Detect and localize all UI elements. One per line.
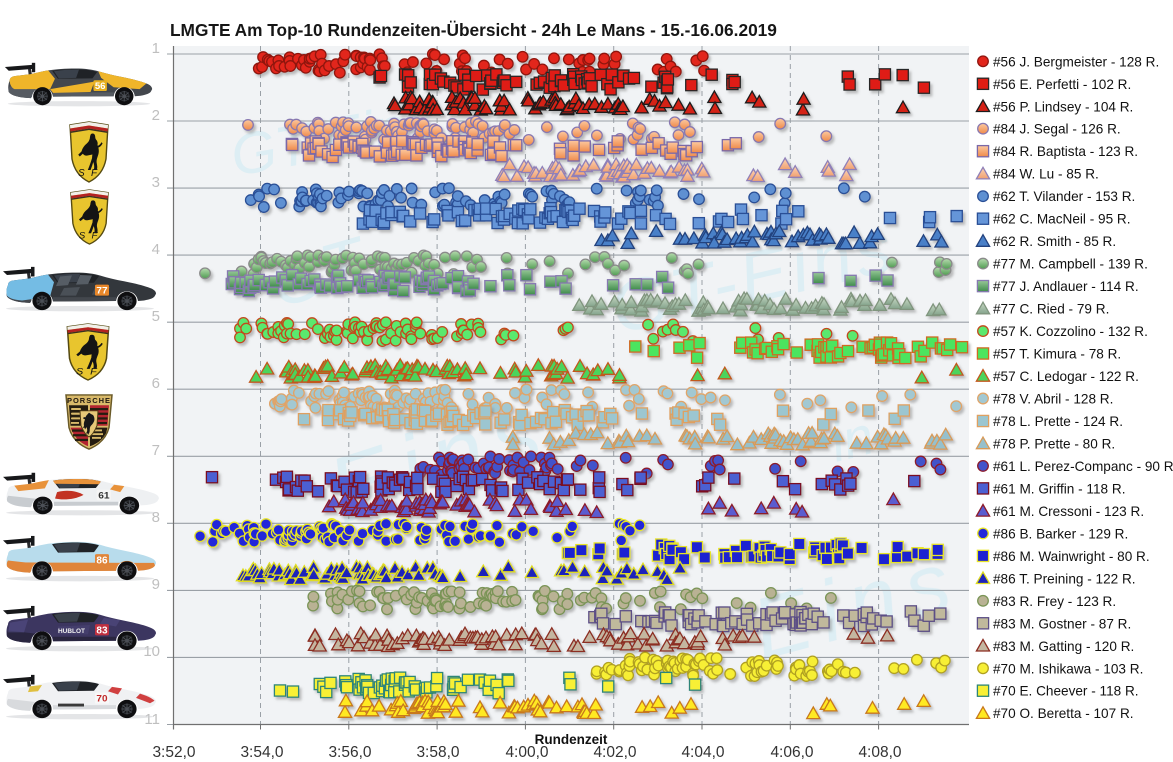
svg-text:#86 B. Barker - 129 R.: #86 B. Barker - 129 R. — [993, 526, 1128, 541]
svg-text:#86 M. Wainwright - 80 R.: #86 M. Wainwright - 80 R. — [993, 549, 1150, 564]
svg-text:3:58,0: 3:58,0 — [416, 744, 459, 761]
svg-text:#84 W. Lu - 85 R.: #84 W. Lu - 85 R. — [993, 167, 1099, 182]
svg-text:F: F — [90, 367, 98, 377]
svg-text:PORSCHE: PORSCHE — [67, 396, 111, 405]
svg-text:#56 J. Bergmeister - 128 R.: #56 J. Bergmeister - 128 R. — [993, 54, 1159, 69]
svg-text:#62 R. Smith - 85 R.: #62 R. Smith - 85 R. — [993, 234, 1116, 249]
svg-text:Rundenzeit: Rundenzeit — [535, 732, 608, 747]
svg-text:#78 L. Prette - 124 R.: #78 L. Prette - 124 R. — [993, 414, 1123, 429]
svg-text:#57 T. Kimura - 78 R.: #57 T. Kimura - 78 R. — [993, 347, 1121, 362]
svg-text:3:52,0: 3:52,0 — [152, 744, 195, 761]
svg-text:7: 7 — [152, 442, 160, 459]
svg-text:1: 1 — [152, 40, 160, 57]
svg-text:#86 T. Preining - 122 R.: #86 T. Preining - 122 R. — [993, 571, 1136, 586]
svg-text:HUBLOT: HUBLOT — [58, 628, 85, 635]
svg-text:S: S — [78, 168, 85, 179]
svg-text:4:04,0: 4:04,0 — [681, 744, 724, 761]
svg-text:#61 M. Cressoni - 123 R.: #61 M. Cressoni - 123 R. — [993, 504, 1144, 519]
svg-text:#57 K. Cozzolino - 132 R.: #57 K. Cozzolino - 132 R. — [993, 324, 1148, 339]
svg-text:S: S — [79, 230, 86, 241]
svg-text:#56 P. Lindsey - 104 R.: #56 P. Lindsey - 104 R. — [993, 99, 1133, 114]
svg-text:#78 P. Prette - 80 R.: #78 P. Prette - 80 R. — [993, 437, 1115, 452]
svg-text:56: 56 — [95, 81, 106, 92]
svg-text:5: 5 — [152, 308, 160, 325]
svg-text:#84 J. Segal - 126 R.: #84 J. Segal - 126 R. — [993, 122, 1121, 137]
svg-text:#56 E. Perfetti - 102 R.: #56 E. Perfetti - 102 R. — [993, 77, 1131, 92]
svg-text:77: 77 — [96, 286, 108, 297]
svg-text:F: F — [91, 230, 98, 241]
svg-text:4:02,0: 4:02,0 — [593, 744, 636, 761]
svg-text:#61 M. Griffin - 118 R.: #61 M. Griffin - 118 R. — [993, 481, 1125, 496]
svg-text:#78 V. Abril - 128 R.: #78 V. Abril - 128 R. — [993, 392, 1113, 407]
svg-text:70: 70 — [96, 694, 108, 705]
svg-text:83: 83 — [96, 625, 108, 636]
svg-text:#61 L. Perez-Companc - 90 R.: #61 L. Perez-Companc - 90 R. — [993, 459, 1173, 474]
svg-text:#70 E. Cheever - 118 R.: #70 E. Cheever - 118 R. — [993, 684, 1139, 699]
svg-text:2: 2 — [152, 107, 160, 124]
svg-text:#84 R. Baptista - 123 R.: #84 R. Baptista - 123 R. — [993, 144, 1138, 159]
svg-text:LMGTE Am Top-10 Rundenzeiten-Ü: LMGTE Am Top-10 Rundenzeiten-Übersicht -… — [170, 20, 777, 40]
svg-text:#77 C. Ried - 79 R.: #77 C. Ried - 79 R. — [993, 302, 1109, 317]
svg-text:4: 4 — [152, 241, 160, 258]
svg-text:4:08,0: 4:08,0 — [858, 744, 901, 761]
svg-text:10: 10 — [143, 643, 160, 660]
svg-text:3: 3 — [152, 174, 160, 191]
svg-text:F: F — [91, 168, 98, 179]
svg-text:#62 T. Vilander - 153 R.: #62 T. Vilander - 153 R. — [993, 189, 1135, 204]
svg-text:#83 M. Gatting - 120 R.: #83 M. Gatting - 120 R. — [993, 639, 1134, 654]
svg-text:11: 11 — [144, 711, 160, 728]
svg-text:#83 R. Frey - 123 R.: #83 R. Frey - 123 R. — [993, 594, 1116, 609]
svg-text:#62 C. MacNeil - 95 R.: #62 C. MacNeil - 95 R. — [993, 212, 1131, 227]
svg-text:3:56,0: 3:56,0 — [328, 744, 371, 761]
svg-text:8: 8 — [152, 509, 160, 526]
svg-text:#57 C. Ledogar - 122 R.: #57 C. Ledogar - 122 R. — [993, 369, 1139, 384]
svg-text:61: 61 — [98, 491, 110, 501]
svg-text:#83 M. Gostner - 87 R.: #83 M. Gostner - 87 R. — [993, 616, 1131, 631]
svg-text:3:54,0: 3:54,0 — [240, 744, 283, 761]
svg-text:9: 9 — [152, 576, 160, 593]
svg-text:#70 M. Ishikawa - 103 R.: #70 M. Ishikawa - 103 R. — [993, 661, 1143, 676]
svg-text:#77 J. Andlauer - 114 R.: #77 J. Andlauer - 114 R. — [993, 279, 1139, 294]
svg-text:#77 M. Campbell - 139 R.: #77 M. Campbell - 139 R. — [993, 257, 1148, 272]
svg-text:4:06,0: 4:06,0 — [770, 744, 813, 761]
svg-text:86: 86 — [96, 555, 108, 566]
svg-text:4:00,0: 4:00,0 — [505, 744, 548, 761]
svg-text:S: S — [76, 367, 84, 377]
svg-text:#70 O. Beretta - 107 R.: #70 O. Beretta - 107 R. — [993, 706, 1134, 721]
svg-text:6: 6 — [152, 375, 160, 392]
